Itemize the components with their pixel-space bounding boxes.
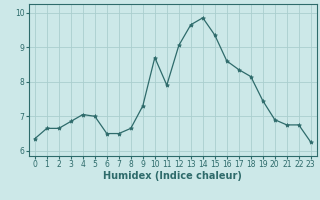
X-axis label: Humidex (Indice chaleur): Humidex (Indice chaleur) <box>103 171 242 181</box>
